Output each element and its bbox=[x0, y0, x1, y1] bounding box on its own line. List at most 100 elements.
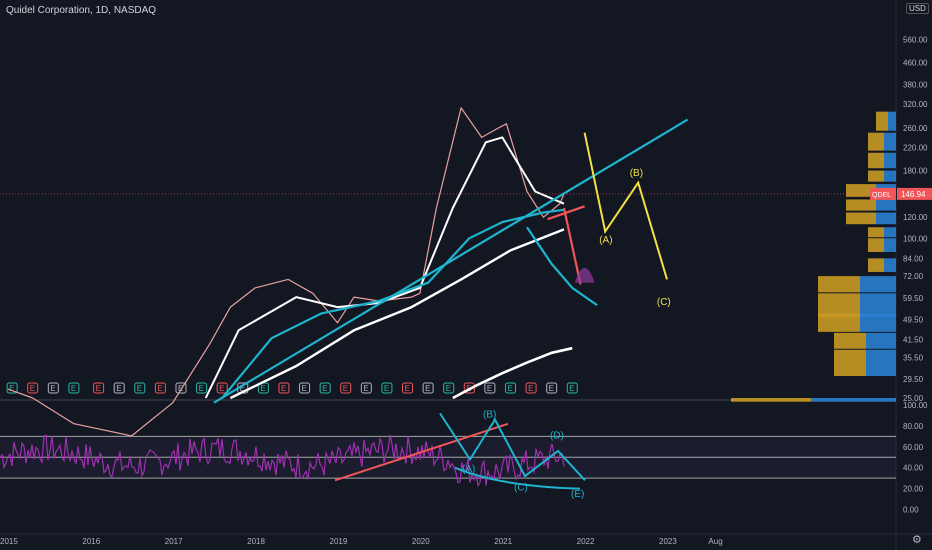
volume-profile-bar bbox=[834, 349, 866, 376]
time-tick-label: 2017 bbox=[165, 537, 183, 546]
gear-icon[interactable]: ⚙ bbox=[912, 534, 922, 546]
earnings-marker bbox=[196, 382, 208, 394]
earnings-marker-label: E bbox=[446, 384, 451, 393]
price-tick-label: 180.00 bbox=[903, 167, 928, 176]
volume-profile bbox=[731, 111, 896, 402]
volume-profile-bar bbox=[811, 398, 896, 402]
volume-profile-bar bbox=[868, 227, 884, 238]
earnings-marker-label: E bbox=[405, 384, 410, 393]
wave-label: (C) bbox=[657, 297, 671, 308]
earnings-marker bbox=[27, 382, 39, 394]
earnings-marker bbox=[134, 382, 146, 394]
time-tick-label: 2016 bbox=[82, 537, 100, 546]
earnings-marker bbox=[216, 382, 228, 394]
earnings-marker bbox=[278, 382, 290, 394]
price-tick-label: 49.50 bbox=[903, 315, 924, 324]
price-tick-label: 100.00 bbox=[903, 234, 928, 243]
earnings-marker bbox=[154, 382, 166, 394]
earnings-marker-label: E bbox=[50, 384, 55, 393]
time-tick-label: 2020 bbox=[412, 537, 430, 546]
earnings-marker-label: E bbox=[178, 384, 183, 393]
price-tag bbox=[897, 187, 932, 200]
earnings-marker-label: E bbox=[157, 384, 162, 393]
rsi-curve bbox=[454, 466, 581, 490]
earnings-marker-label: E bbox=[569, 384, 574, 393]
volume-profile-bar bbox=[876, 212, 896, 225]
rsi-wave bbox=[439, 412, 586, 481]
wave-label: (A) bbox=[599, 235, 612, 246]
rsi-pane bbox=[0, 412, 896, 490]
volume-profile-bar bbox=[884, 258, 896, 272]
time-tick-label: 2019 bbox=[330, 537, 348, 546]
volume-profile-bar bbox=[884, 170, 896, 182]
rsi-wave-label: (D) bbox=[550, 430, 564, 441]
price-tick-label: 29.50 bbox=[903, 375, 924, 384]
volume-profile-bar bbox=[860, 276, 896, 293]
rsi-line bbox=[0, 434, 565, 487]
trend-drawings[interactable] bbox=[213, 118, 689, 404]
rsi-tick-label: 40.00 bbox=[903, 464, 924, 473]
earnings-marker-label: E bbox=[116, 384, 121, 393]
rsi-tick-label: 80.00 bbox=[903, 422, 924, 431]
earnings-marker bbox=[381, 382, 393, 394]
earnings-marker-label: E bbox=[363, 384, 368, 393]
time-tick-label: 2015 bbox=[0, 537, 18, 546]
rsi-wave-label: (B) bbox=[483, 410, 496, 421]
earnings-marker bbox=[93, 382, 105, 394]
time-tick-label: 2021 bbox=[494, 537, 512, 546]
earnings-marker-label: E bbox=[384, 384, 389, 393]
chart-title: Quidel Corporation, 1D, NASDAQ bbox=[6, 5, 157, 16]
price-tick-label: 35.50 bbox=[903, 354, 924, 363]
time-tick-label: 2018 bbox=[247, 537, 265, 546]
purple-arc bbox=[574, 267, 595, 283]
elliott-wave-projection bbox=[583, 132, 668, 280]
price-series-line bbox=[204, 136, 565, 399]
volume-profile-bar bbox=[834, 332, 866, 349]
rsi-wave-label: (C) bbox=[514, 483, 528, 494]
time-axis[interactable]: 2015 2016 2017 2018 2019 2020 2021 2022 2023 Aug bbox=[0, 537, 723, 546]
volume-profile-bar bbox=[868, 238, 884, 252]
earnings-marker-label: E bbox=[549, 384, 554, 393]
earnings-marker-label: E bbox=[343, 384, 348, 393]
volume-profile-bar bbox=[866, 349, 896, 376]
price-axis[interactable]: 560.00 460.00 380.00 320.00 260.00 220.00 180.… bbox=[903, 36, 928, 403]
volume-profile-bar bbox=[868, 152, 884, 169]
curve-line bbox=[526, 226, 598, 307]
currency-label[interactable]: USD bbox=[906, 3, 929, 14]
earnings-marker-label: E bbox=[322, 384, 327, 393]
rsi-trendline bbox=[334, 422, 509, 482]
volume-profile-bar bbox=[818, 313, 860, 332]
rsi-axis[interactable]: 100.00 80.00 60.00 40.00 20.00 0.00 bbox=[903, 401, 928, 515]
price-series-line bbox=[452, 346, 573, 400]
price-tick-label: 59.50 bbox=[903, 294, 924, 303]
volume-profile-bar bbox=[876, 111, 888, 131]
price-tick-label: 72.00 bbox=[903, 272, 924, 281]
earnings-marker-label: E bbox=[528, 384, 533, 393]
earnings-marker-label: E bbox=[96, 384, 101, 393]
price-tick-label: 120.00 bbox=[903, 213, 928, 222]
earnings-marker bbox=[546, 382, 558, 394]
earnings-marker-label: E bbox=[302, 384, 307, 393]
earnings-marker-label: E bbox=[219, 384, 224, 393]
price-tick-label: 41.50 bbox=[903, 336, 924, 345]
wave-annotations: (A) (B) (C) (A) (B) (C) (D) (E) bbox=[462, 168, 671, 500]
earnings-marker bbox=[422, 382, 434, 394]
earnings-marker-label: E bbox=[199, 384, 204, 393]
volume-profile-bar bbox=[884, 152, 896, 169]
volume-profile-bar bbox=[846, 212, 876, 225]
price-series-line bbox=[221, 208, 565, 399]
price-tick-label: 25.00 bbox=[903, 394, 924, 403]
earnings-marker-label: E bbox=[240, 384, 245, 393]
price-tick-label: 320.00 bbox=[903, 100, 928, 109]
rsi-tick-label: 20.00 bbox=[903, 485, 924, 494]
volume-profile-bar bbox=[846, 199, 876, 211]
rsi-tick-label: 100.00 bbox=[903, 401, 928, 410]
earnings-marker-label: E bbox=[137, 384, 142, 393]
earnings-marker bbox=[443, 382, 455, 394]
price-series bbox=[7, 107, 573, 437]
price-tick-label: 260.00 bbox=[903, 124, 928, 133]
time-tick-label: 2023 bbox=[659, 537, 677, 546]
volume-profile-bar bbox=[884, 132, 896, 151]
